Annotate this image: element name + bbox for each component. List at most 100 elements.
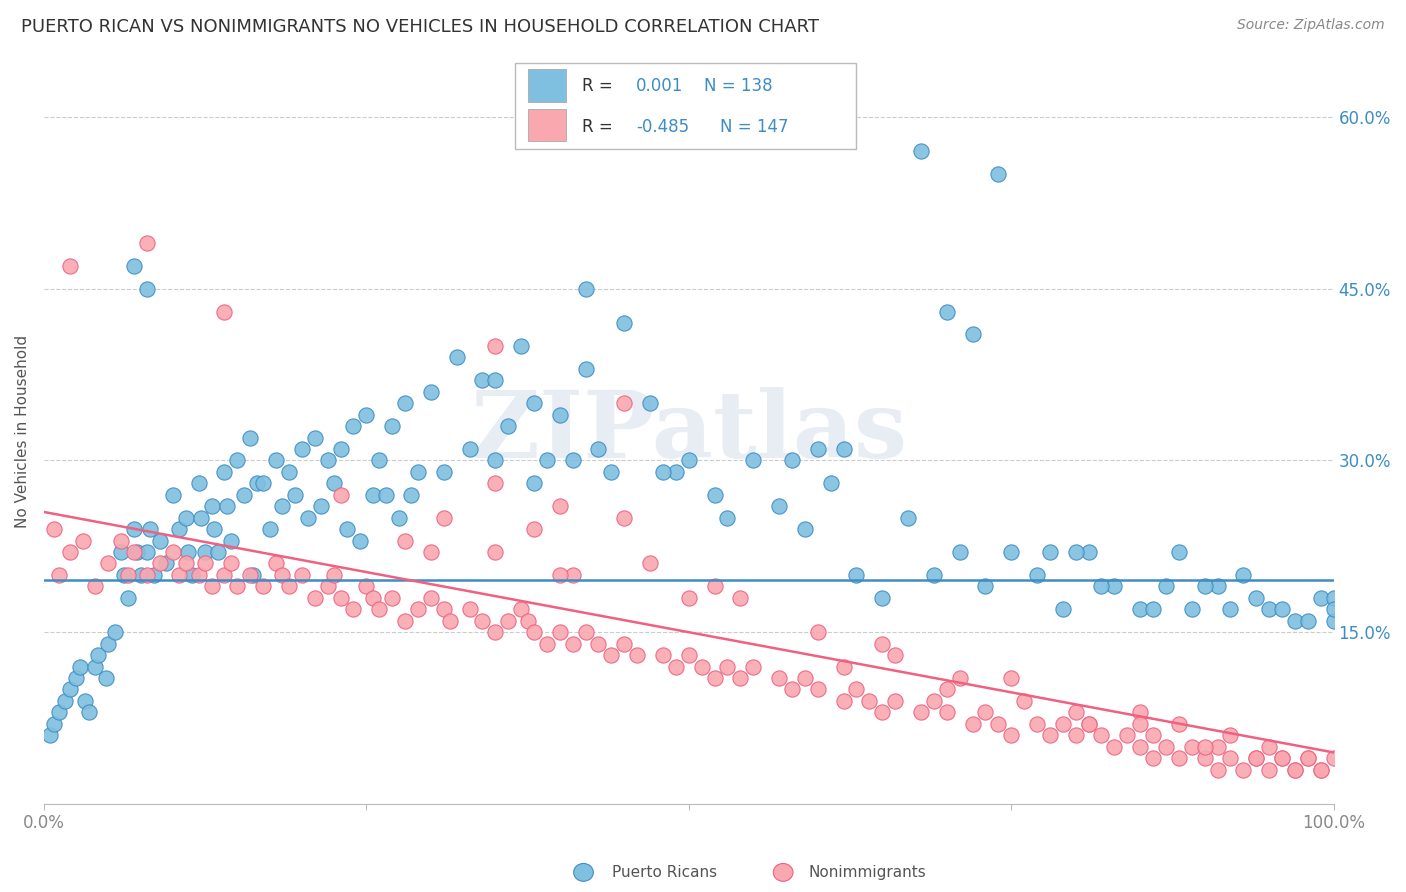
Point — [793, 671, 815, 685]
Point — [935, 706, 957, 720]
Point — [1244, 751, 1267, 765]
Point — [1258, 739, 1281, 754]
Text: R =: R = — [582, 77, 617, 95]
Point — [652, 465, 675, 479]
Point — [561, 568, 583, 582]
Point — [44, 716, 66, 731]
Point — [323, 568, 346, 582]
Text: N = 138: N = 138 — [704, 77, 773, 95]
Point — [309, 500, 332, 514]
Point — [600, 465, 623, 479]
Point — [387, 510, 409, 524]
Point — [1194, 751, 1216, 765]
Point — [122, 259, 145, 273]
Point — [974, 579, 997, 593]
Text: Source: ZipAtlas.com: Source: ZipAtlas.com — [1237, 18, 1385, 32]
Point — [1194, 579, 1216, 593]
Point — [742, 659, 765, 673]
Point — [523, 522, 546, 536]
Point — [845, 568, 868, 582]
FancyBboxPatch shape — [515, 63, 856, 149]
Point — [1129, 716, 1152, 731]
Point — [962, 327, 984, 342]
Point — [638, 396, 661, 410]
Point — [271, 500, 294, 514]
Point — [1129, 739, 1152, 754]
Point — [44, 522, 66, 536]
Point — [278, 465, 301, 479]
Point — [97, 637, 120, 651]
Point — [214, 568, 236, 582]
Point — [1296, 751, 1319, 765]
Point — [1104, 579, 1126, 593]
Point — [202, 522, 225, 536]
Point — [329, 488, 352, 502]
Point — [252, 476, 274, 491]
Point — [832, 442, 855, 456]
Point — [1090, 579, 1112, 593]
Point — [316, 453, 339, 467]
Point — [291, 568, 314, 582]
Point — [169, 522, 191, 536]
Point — [219, 533, 242, 548]
Point — [458, 442, 481, 456]
Point — [1000, 728, 1022, 742]
Point — [742, 453, 765, 467]
Point — [484, 625, 506, 640]
Point — [780, 682, 803, 697]
Point — [181, 568, 204, 582]
Point — [187, 568, 209, 582]
Point — [510, 339, 533, 353]
Point — [987, 167, 1010, 181]
Text: Nonimmigrants: Nonimmigrants — [808, 865, 927, 880]
Point — [458, 602, 481, 616]
Point — [1142, 602, 1164, 616]
Point — [368, 602, 391, 616]
Point — [264, 453, 287, 467]
Point — [1142, 728, 1164, 742]
Point — [536, 637, 558, 651]
Point — [194, 545, 217, 559]
Point — [1284, 763, 1306, 777]
Point — [884, 648, 907, 662]
Point — [1271, 751, 1294, 765]
Point — [406, 602, 429, 616]
Point — [1090, 728, 1112, 742]
Point — [239, 430, 262, 444]
Point — [1052, 602, 1074, 616]
Point — [94, 671, 117, 685]
Point — [1309, 591, 1331, 605]
Point — [1039, 728, 1062, 742]
Point — [59, 682, 82, 697]
Point — [214, 304, 236, 318]
Point — [561, 637, 583, 651]
Point — [574, 361, 596, 376]
Point — [588, 637, 610, 651]
Point — [329, 442, 352, 456]
Point — [1167, 716, 1189, 731]
Point — [1104, 739, 1126, 754]
Point — [1219, 728, 1241, 742]
Point — [323, 476, 346, 491]
Point — [110, 533, 132, 548]
Point — [226, 579, 249, 593]
Point — [1271, 751, 1294, 765]
Point — [291, 442, 314, 456]
Point — [548, 500, 571, 514]
Point — [1026, 716, 1049, 731]
Point — [1167, 545, 1189, 559]
Point — [259, 522, 281, 536]
Point — [117, 591, 139, 605]
Point — [807, 442, 830, 456]
Point — [484, 476, 506, 491]
Point — [129, 568, 152, 582]
Point — [703, 671, 725, 685]
Point — [246, 476, 269, 491]
Point — [922, 694, 945, 708]
Point — [613, 637, 636, 651]
Point — [112, 568, 135, 582]
Point — [1296, 751, 1319, 765]
Point — [304, 430, 326, 444]
Point — [48, 706, 70, 720]
Point — [342, 602, 364, 616]
